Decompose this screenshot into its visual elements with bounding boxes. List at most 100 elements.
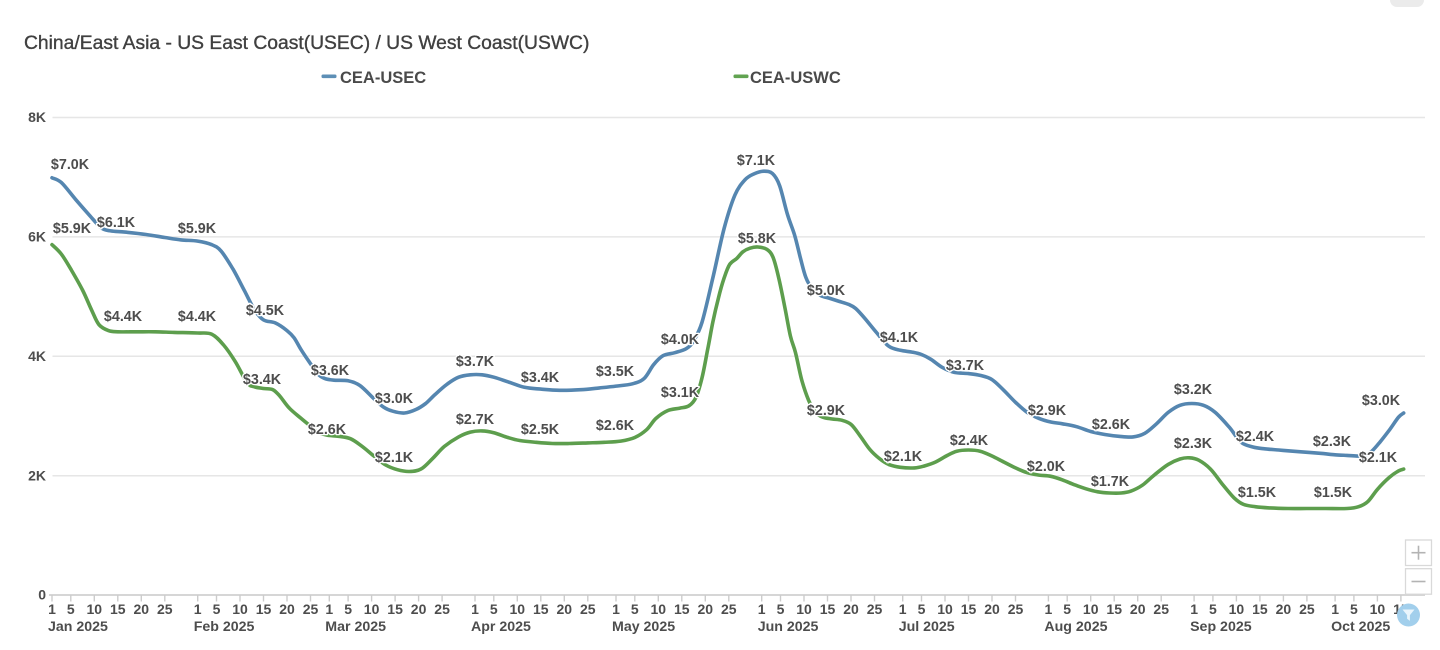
svg-text:25: 25 bbox=[721, 601, 737, 617]
svg-text:$3.7K: $3.7K bbox=[946, 358, 985, 374]
svg-text:$3.0K: $3.0K bbox=[1362, 393, 1401, 409]
svg-text:2K: 2K bbox=[28, 467, 46, 483]
svg-text:$1.7K: $1.7K bbox=[1091, 474, 1130, 490]
svg-text:4K: 4K bbox=[28, 348, 46, 364]
svg-text:$2.5K: $2.5K bbox=[521, 422, 560, 438]
svg-text:Apr 2025: Apr 2025 bbox=[471, 619, 531, 635]
svg-text:1: 1 bbox=[1045, 601, 1053, 617]
svg-text:$3.2K: $3.2K bbox=[1174, 382, 1213, 398]
svg-text:$2.4K: $2.4K bbox=[950, 433, 989, 449]
svg-text:$7.0K: $7.0K bbox=[51, 157, 90, 173]
svg-text:15: 15 bbox=[256, 601, 272, 617]
svg-text:10: 10 bbox=[1229, 601, 1245, 617]
svg-text:$7.1K: $7.1K bbox=[737, 153, 776, 169]
svg-text:$2.4K: $2.4K bbox=[1236, 429, 1275, 445]
svg-text:20: 20 bbox=[134, 601, 150, 617]
svg-text:10: 10 bbox=[1083, 601, 1099, 617]
svg-text:1: 1 bbox=[758, 601, 766, 617]
svg-text:$5.0K: $5.0K bbox=[807, 283, 846, 299]
svg-text:10: 10 bbox=[232, 601, 248, 617]
svg-text:25: 25 bbox=[580, 601, 596, 617]
svg-text:20: 20 bbox=[1130, 601, 1146, 617]
svg-text:20: 20 bbox=[557, 601, 573, 617]
svg-text:$2.3K: $2.3K bbox=[1174, 436, 1213, 452]
svg-text:China/East Asia - US East Coas: China/East Asia - US East Coast(USEC) / … bbox=[24, 33, 589, 54]
svg-text:25: 25 bbox=[157, 601, 173, 617]
svg-text:10: 10 bbox=[364, 601, 380, 617]
svg-text:15: 15 bbox=[1106, 601, 1122, 617]
svg-text:15: 15 bbox=[1252, 601, 1268, 617]
svg-text:8K: 8K bbox=[28, 109, 46, 125]
svg-text:20: 20 bbox=[279, 601, 295, 617]
svg-text:20: 20 bbox=[984, 601, 1000, 617]
svg-text:$1.5K: $1.5K bbox=[1238, 485, 1277, 501]
svg-text:$3.0K: $3.0K bbox=[375, 391, 414, 407]
svg-text:$2.1K: $2.1K bbox=[884, 449, 923, 465]
svg-text:25: 25 bbox=[434, 601, 450, 617]
svg-text:5: 5 bbox=[631, 601, 639, 617]
svg-text:$2.1K: $2.1K bbox=[375, 450, 414, 466]
svg-text:$2.7K: $2.7K bbox=[456, 412, 495, 428]
svg-text:20: 20 bbox=[1276, 601, 1292, 617]
svg-text:10: 10 bbox=[510, 601, 526, 617]
svg-text:20: 20 bbox=[843, 601, 859, 617]
svg-text:$2.6K: $2.6K bbox=[308, 422, 347, 438]
svg-text:1: 1 bbox=[899, 601, 907, 617]
svg-text:1: 1 bbox=[1331, 601, 1339, 617]
svg-text:15: 15 bbox=[387, 601, 403, 617]
svg-text:6K: 6K bbox=[28, 229, 46, 245]
svg-text:1: 1 bbox=[471, 601, 479, 617]
svg-text:25: 25 bbox=[1153, 601, 1169, 617]
svg-text:$4.4K: $4.4K bbox=[104, 309, 143, 325]
svg-text:$2.9K: $2.9K bbox=[807, 403, 846, 419]
svg-text:5: 5 bbox=[490, 601, 498, 617]
svg-text:5: 5 bbox=[777, 601, 785, 617]
svg-text:Aug 2025: Aug 2025 bbox=[1044, 619, 1107, 635]
svg-text:5: 5 bbox=[67, 601, 75, 617]
svg-text:$3.1K: $3.1K bbox=[661, 385, 700, 401]
svg-text:$4.1K: $4.1K bbox=[880, 330, 919, 346]
svg-text:5: 5 bbox=[1209, 601, 1217, 617]
svg-text:1: 1 bbox=[1190, 601, 1198, 617]
svg-text:$2.1K: $2.1K bbox=[1359, 450, 1398, 466]
svg-text:Jul 2025: Jul 2025 bbox=[899, 619, 955, 635]
svg-text:15: 15 bbox=[533, 601, 549, 617]
svg-text:15: 15 bbox=[674, 601, 690, 617]
svg-text:Mar 2025: Mar 2025 bbox=[325, 619, 386, 635]
svg-text:Jan 2025: Jan 2025 bbox=[48, 619, 108, 635]
svg-text:$6.1K: $6.1K bbox=[97, 215, 136, 231]
svg-text:CEA-USWC: CEA-USWC bbox=[750, 69, 841, 87]
svg-text:$2.3K: $2.3K bbox=[1313, 434, 1352, 450]
svg-text:25: 25 bbox=[1008, 601, 1024, 617]
svg-text:1: 1 bbox=[194, 601, 202, 617]
svg-text:$4.0K: $4.0K bbox=[661, 332, 700, 348]
svg-text:5: 5 bbox=[1350, 601, 1358, 617]
svg-text:10: 10 bbox=[937, 601, 953, 617]
svg-text:$3.7K: $3.7K bbox=[456, 354, 495, 370]
svg-text:1: 1 bbox=[612, 601, 620, 617]
svg-text:25: 25 bbox=[1299, 601, 1315, 617]
svg-text:5: 5 bbox=[1063, 601, 1071, 617]
svg-text:Sep 2025: Sep 2025 bbox=[1190, 619, 1252, 635]
svg-text:$5.9K: $5.9K bbox=[178, 221, 217, 237]
svg-text:$4.5K: $4.5K bbox=[246, 303, 285, 319]
svg-text:Feb 2025: Feb 2025 bbox=[194, 619, 255, 635]
svg-text:20: 20 bbox=[698, 601, 714, 617]
svg-text:May 2025: May 2025 bbox=[612, 619, 675, 635]
svg-text:$2.9K: $2.9K bbox=[1028, 403, 1067, 419]
svg-text:15: 15 bbox=[820, 601, 836, 617]
svg-text:15: 15 bbox=[110, 601, 126, 617]
svg-text:25: 25 bbox=[303, 601, 319, 617]
svg-text:1: 1 bbox=[325, 601, 333, 617]
svg-text:$2.0K: $2.0K bbox=[1027, 459, 1066, 475]
svg-text:CEA-USEC: CEA-USEC bbox=[340, 69, 426, 87]
svg-text:20: 20 bbox=[411, 601, 427, 617]
svg-text:5: 5 bbox=[344, 601, 352, 617]
svg-text:Jun 2025: Jun 2025 bbox=[758, 619, 819, 635]
svg-text:5: 5 bbox=[213, 601, 221, 617]
svg-text:$3.6K: $3.6K bbox=[311, 363, 350, 379]
svg-text:10: 10 bbox=[87, 601, 103, 617]
svg-text:10: 10 bbox=[1370, 601, 1386, 617]
svg-text:1: 1 bbox=[48, 601, 56, 617]
svg-text:25: 25 bbox=[867, 601, 883, 617]
